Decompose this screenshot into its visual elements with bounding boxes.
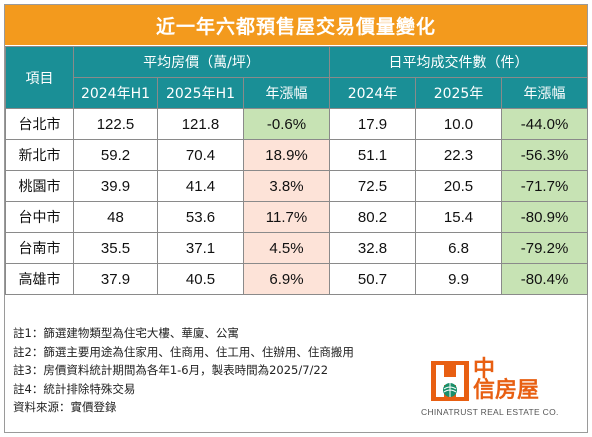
footnote: 註2：篩選主要用途為住家用、住商用、住工用、住辦用、住商搬用 [13,344,354,359]
price-change-cell: 4.5% [242,232,331,264]
footnote: 註4：統計排除特殊交易 [13,381,136,396]
price-change-cell: -0.6% [242,108,331,140]
footnotes: 註1：篩選建物類型為住宅大樓、華廈、公寓 註2：篩選主要用途為住家用、住商用、住… [13,324,433,417]
header-price-2024: 2024年H1 [73,77,158,109]
header-volume-change: 年漲幅 [501,77,589,109]
header-price-2025: 2025年H1 [157,77,244,109]
price-2024-cell: 122.5 [73,108,158,140]
volume-change-cell: -79.2% [501,232,589,264]
header-item: 項目 [5,46,74,109]
price-2025-cell: 70.4 [157,139,244,171]
volume-change-cell: -56.3% [501,139,589,171]
table-row: 台中市 48 53.6 11.7% 80.2 15.4 -80.9% [5,201,589,233]
city-cell: 桃園市 [5,170,74,202]
table-row: 桃園市 39.9 41.4 3.8% 72.5 20.5 -71.7% [5,170,589,202]
logo-text-cn: 中 [473,357,496,382]
city-cell: 新北市 [5,139,74,171]
volume-2025-cell: 22.3 [415,139,503,171]
report-title: 近一年六都預售屋交易價量變化 [5,5,587,45]
volume-2024-cell: 17.9 [329,108,417,140]
price-2025-cell: 53.6 [157,201,244,233]
footnote: 註3：房價資料統計期間為各年1-6月，製表時間為2025/7/22 [13,363,329,377]
header-volume-group: 日平均成交件數（件） [329,46,589,78]
header-volume-2025: 2025年 [415,77,503,109]
volume-2025-cell: 9.9 [415,263,503,295]
volume-2025-cell: 6.8 [415,232,503,264]
volume-2025-cell: 15.4 [415,201,503,233]
volume-2024-cell: 32.8 [329,232,417,264]
company-logo: 中 信房屋 CHINATRUST REAL ESTATE CO. [421,357,583,427]
header-row-sub: 2024年H1 2025年H1 年漲幅 2024年 2025年 年漲幅 [6,77,589,109]
header-volume-2024: 2024年 [329,77,417,109]
logo-text-en: CHINATRUST REAL ESTATE CO. [421,407,559,417]
price-2025-cell: 41.4 [157,170,244,202]
price-change-cell: 6.9% [242,263,331,295]
footnote: 註1：篩選建物類型為住宅大樓、華廈、公寓 [13,326,239,340]
price-change-cell: 11.7% [242,201,331,233]
price-2025-cell: 37.1 [157,232,244,264]
table-row: 高雄市 37.9 40.5 6.9% 50.7 9.9 -80.4% [5,263,589,295]
volume-2025-cell: 20.5 [415,170,503,202]
price-change-cell: 18.9% [242,139,331,171]
table-row: 新北市 59.2 70.4 18.9% 51.1 22.3 -56.3% [5,139,589,171]
price-2024-cell: 37.9 [73,263,158,295]
logo-mark-icon [431,361,469,401]
price-change-cell: 3.8% [242,170,331,202]
header-row-group: 項目 平均房價（萬/坪） 日平均成交件數（件） [5,46,589,109]
price-2024-cell: 48 [73,201,158,233]
price-2025-cell: 40.5 [157,263,244,295]
volume-2024-cell: 51.1 [329,139,417,171]
table-row: 台南市 35.5 37.1 4.5% 32.8 6.8 -79.2% [5,232,589,264]
city-cell: 台南市 [5,232,74,264]
city-cell: 台中市 [5,201,74,233]
city-cell: 高雄市 [5,263,74,295]
volume-2024-cell: 80.2 [329,201,417,233]
volume-change-cell: -80.4% [501,263,589,295]
volume-change-cell: -80.9% [501,201,589,233]
volume-2024-cell: 72.5 [329,170,417,202]
table-row: 台北市 122.5 121.8 -0.6% 17.9 10.0 -44.0% [5,108,589,140]
volume-change-cell: -71.7% [501,170,589,202]
volume-2025-cell: 10.0 [415,108,503,140]
volume-2024-cell: 50.7 [329,263,417,295]
header-price-group: 平均房價（萬/坪） [72,46,331,78]
price-volume-table: 項目 平均房價（萬/坪） 日平均成交件數（件） 2024年H1 2025年H1 … [5,46,589,295]
report-frame: 近一年六都預售屋交易價量變化 項目 平均房價（萬/坪） 日平均成交件數（件） 2… [4,4,589,433]
city-cell: 台北市 [5,108,74,140]
price-2025-cell: 121.8 [157,108,244,140]
price-2024-cell: 39.9 [73,170,158,202]
header-price-change: 年漲幅 [242,77,331,109]
logo-text-cn-2: 信房屋 [473,378,540,403]
price-2024-cell: 35.5 [73,232,158,264]
price-2024-cell: 59.2 [73,139,158,171]
volume-change-cell: -44.0% [501,108,589,140]
data-source: 資料來源：實價登錄 [13,400,117,414]
